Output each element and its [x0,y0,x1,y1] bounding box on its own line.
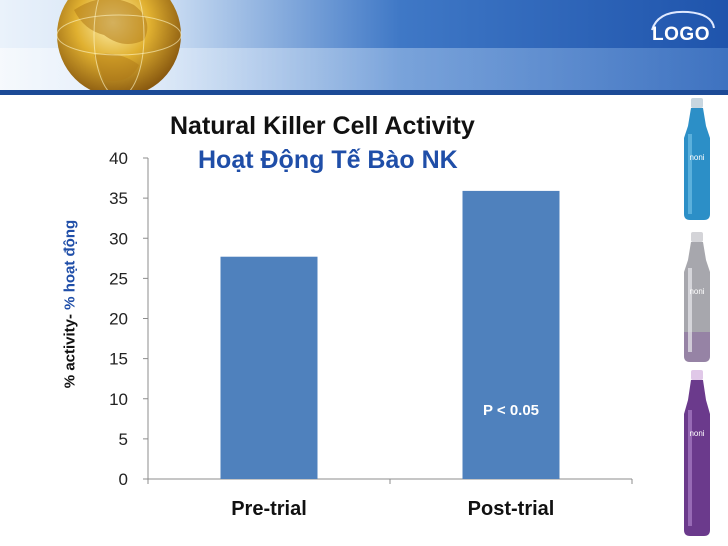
logo-swoosh [651,10,715,31]
y-tick-label: 25 [109,269,128,288]
globe-icon [56,0,182,92]
header-rule [0,90,728,95]
y-tick-label: 0 [119,470,128,489]
bar-pre-trial [220,256,318,479]
chart-subtitle: Hoạt Động Tế Bào NK [198,146,458,174]
y-tick-label: 30 [109,229,128,248]
y-tick-label: 20 [109,310,128,329]
y-tick-label: 40 [109,149,128,168]
header-banner: LOGO [0,0,728,92]
y-tick-label: 10 [109,390,128,409]
logo-text: LOGO [652,24,710,45]
blue-bottle-image: noni [684,98,710,220]
svg-text:noni: noni [689,153,704,162]
purple-bottle-image: noni [684,370,710,536]
y-tick-label: 15 [109,350,128,369]
x-category-label: Pre-trial [231,498,307,520]
silver-bottle-image: noni [684,232,710,362]
svg-text:noni: noni [689,429,704,438]
y-tick-label: 35 [109,189,128,208]
chart-title: Natural Killer Cell Activity [170,112,475,140]
svg-text:noni: noni [689,287,704,296]
y-tick-label: 5 [119,430,128,449]
x-category-label: Post-trial [468,498,555,520]
bar-post-trial [462,190,560,479]
p-value-annotation: P < 0.05 [483,402,539,419]
